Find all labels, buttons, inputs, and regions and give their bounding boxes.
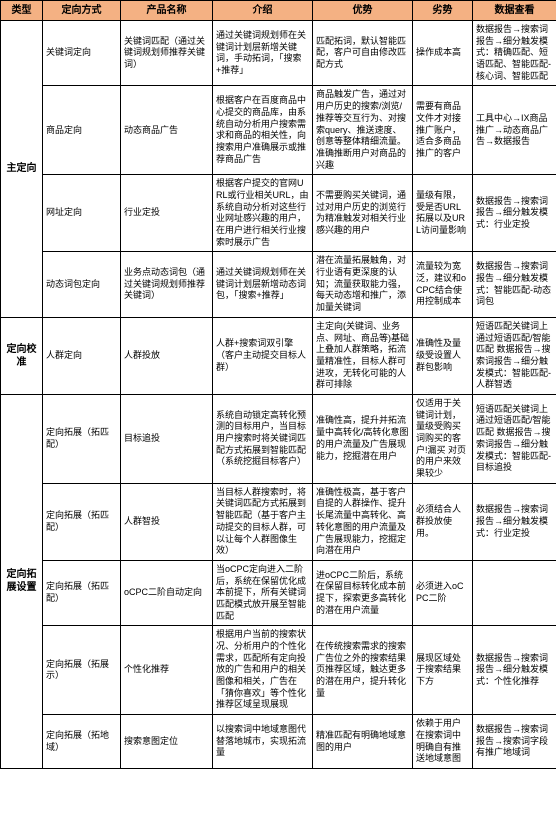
col-dis: 劣势 <box>413 1 473 21</box>
product-cell: 关键词匹配（通过关键词规划师推荐关键词） <box>121 21 213 86</box>
table-row: 定向拓展设置定向拓展（拓匹配）目标追投系统自动锁定高转化预测的目标用户，当目标用… <box>1 394 556 483</box>
product-cell: 目标追投 <box>121 394 213 483</box>
method-cell: 人群定向 <box>43 317 121 394</box>
dis-cell: 需要有商品文件才对接推广账户，适合多商品推广的客户 <box>413 86 473 175</box>
method-cell: 定向拓展（拓地域） <box>43 715 121 769</box>
intro-cell: 通过关键词规划师在关键词计划层新增动态词包，「搜索+推荐」 <box>213 252 313 317</box>
method-cell: 定向拓展（拓展示） <box>43 626 121 715</box>
targeting-options-table: 类型 定向方式 产品名称 介绍 优势 劣势 数据查看 主定向关键词定向关键词匹配… <box>0 0 556 769</box>
intro-cell: 通过关键词规划师在关键词计划层新增关键词，手动拓词，「搜索+推荐」 <box>213 21 313 86</box>
table-row: 定向拓展（拓匹配）oCPC二阶自动定向当oCPC定向进入二阶后，系统在保留优化成… <box>1 560 556 625</box>
header-row: 类型 定向方式 产品名称 介绍 优势 劣势 数据查看 <box>1 1 556 21</box>
intro-cell: 当oCPC定向进入二阶后，系统在保留优化成本前提下，所有关键词匹配模式放开展至智… <box>213 560 313 625</box>
method-cell: 定向拓展（拓匹配） <box>43 483 121 560</box>
method-cell: 定向拓展（拓匹配） <box>43 560 121 625</box>
table-row: 商品定向动态商品广告根据客户在百度商品中心提交的商品库，由系统自动分析用户搜索需… <box>1 86 556 175</box>
adv-cell: 准确性高，提升并拓流量中高转化/高转化意图的用户流量及广告展现能力，挖掘潜在用户 <box>313 394 413 483</box>
table-row: 定向拓展（拓地域）搜索意图定位以搜索词中地域意图代替落地城市，实现拓流量精准匹配… <box>1 715 556 769</box>
adv-cell: 在传统搜索需求的搜索广告位之外的搜索结果页推荐区域，触达更多的潜在用户，提升转化… <box>313 626 413 715</box>
data-cell: 短语匹配关键词上通过短语匹配/智能匹配 数据报告→搜索词报告→细分触发模式：智能… <box>473 317 556 394</box>
product-cell: 搜索意图定位 <box>121 715 213 769</box>
type-cell: 定向拓展设置 <box>1 394 43 768</box>
col-product: 产品名称 <box>121 1 213 21</box>
data-cell: 数据报告→搜索词报告→细分触发模式：个性化推荐 <box>473 626 556 715</box>
table-row: 主定向关键词定向关键词匹配（通过关键词规划师推荐关键词）通过关键词规划师在关键词… <box>1 21 556 86</box>
product-cell: 人群智投 <box>121 483 213 560</box>
adv-cell: 不需要购买关键词，通过对用户历史的浏览行为精准触发对相关行业感兴趣的用户 <box>313 175 413 252</box>
dis-cell: 准确性及量级受设置人群包影响 <box>413 317 473 394</box>
data-cell: 数据报告→搜索词报告→搜索词字段有推广地域词 <box>473 715 556 769</box>
dis-cell: 必须结合人群投放使用。 <box>413 483 473 560</box>
data-cell: 数据报告→搜索词报告→细分触发模式：行业定投 <box>473 175 556 252</box>
method-cell: 关键词定向 <box>43 21 121 86</box>
dis-cell: 展现区域处于搜索结果下方 <box>413 626 473 715</box>
intro-cell: 根据客户在百度商品中心提交的商品库，由系统自动分析用户搜索需求和商品的相关性，向… <box>213 86 313 175</box>
data-cell <box>473 560 556 625</box>
product-cell: 业务点动态词包（通过关键词规划师推荐关键词） <box>121 252 213 317</box>
method-cell: 商品定向 <box>43 86 121 175</box>
type-cell: 主定向 <box>1 21 43 318</box>
type-cell: 定向校准 <box>1 317 43 394</box>
adv-cell: 匹配拓词，默认智能匹配，客户可自由修改匹配方式 <box>313 21 413 86</box>
dis-cell: 仅适用于关键词计划，量级受购买词购买的客户!漏买 对页的用户来效果较少 <box>413 394 473 483</box>
table-row: 定向拓展（拓展示）个性化推荐根据用户当前的搜索状况、分析用户的个性化需求，匹配所… <box>1 626 556 715</box>
intro-cell: 根据客户提交的官网URL或行业相关URL，由系统自动分析对这些行业网址感兴趣的用… <box>213 175 313 252</box>
intro-cell: 根据用户当前的搜索状况、分析用户的个性化需求，匹配所有定向投放的广告和用户的相关… <box>213 626 313 715</box>
col-intro: 介绍 <box>213 1 313 21</box>
intro-cell: 以搜索词中地域意图代替落地城市，实现拓流量 <box>213 715 313 769</box>
method-cell: 定向拓展（拓匹配） <box>43 394 121 483</box>
dis-cell: 必须进入oCPC二阶 <box>413 560 473 625</box>
data-cell: 短语匹配关键词上通过短语匹配/智能匹配 数据报告→搜索词报告→细分触发模式：智能… <box>473 394 556 483</box>
dis-cell: 依赖于用户在搜索词中明确自有推送地域意图 <box>413 715 473 769</box>
col-method: 定向方式 <box>43 1 121 21</box>
method-cell: 动态词包定向 <box>43 252 121 317</box>
intro-cell: 系统自动锁定高转化预测的目标用户，当目标用户搜索时将关键词匹配方式拓展到智能匹配… <box>213 394 313 483</box>
dis-cell: 操作成本高 <box>413 21 473 86</box>
product-cell: 动态商品广告 <box>121 86 213 175</box>
data-cell: 数据报告→搜索词报告→细分触发模式：智能匹配-动态词包 <box>473 252 556 317</box>
dis-cell: 流量较为宽泛，建议和oCPC结合使用控制成本 <box>413 252 473 317</box>
adv-cell: 准确性极高，基于客户自提的人群操作、提升长尾流量中高转化、高转化意图的用户流量及… <box>313 483 413 560</box>
adv-cell: 商品触发广告，通过对用户历史的搜索/浏览/推荐等交互行为、对搜索query、推送… <box>313 86 413 175</box>
col-adv: 优势 <box>313 1 413 21</box>
adv-cell: 精准匹配有明确地域意图的用户 <box>313 715 413 769</box>
table-row: 网址定向行业定投根据客户提交的官网URL或行业相关URL，由系统自动分析对这些行… <box>1 175 556 252</box>
adv-cell: 进oCPC二阶后，系统在保留目标转化成本前提下，探索更多高转化的潜在用户流量 <box>313 560 413 625</box>
col-data: 数据查看 <box>473 1 556 21</box>
adv-cell: 主定向(关键词、业务点、网址、商品等)基础上叠加人群策略，拓流量精准性，目标人群… <box>313 317 413 394</box>
data-cell: 工具中心→IX商品推广→动态商品广告→数据报告 <box>473 86 556 175</box>
table-row: 定向拓展（拓匹配）人群智投当目标人群搜索时，将关键词匹配方式拓展到智能匹配（基于… <box>1 483 556 560</box>
dis-cell: 量级有限，受是否URL拓展以及URL访问量影响 <box>413 175 473 252</box>
product-cell: oCPC二阶自动定向 <box>121 560 213 625</box>
adv-cell: 潜在流量拓展触角，对行业语有更深度的认知；流量获取能力强，每天动态增和推广，添加… <box>313 252 413 317</box>
data-cell: 数据报告→搜索词报告→细分触发模式：行业定投 <box>473 483 556 560</box>
product-cell: 人群投放 <box>121 317 213 394</box>
product-cell: 个性化推荐 <box>121 626 213 715</box>
table-row: 定向校准人群定向人群投放人群+搜索词双引擎（客户主动提交目标人群）主定向(关键词… <box>1 317 556 394</box>
col-type: 类型 <box>1 1 43 21</box>
intro-cell: 当目标人群搜索时，将关键词匹配方式拓展到智能匹配（基于客户主动提交的目标人群，可… <box>213 483 313 560</box>
product-cell: 行业定投 <box>121 175 213 252</box>
table-row: 动态词包定向业务点动态词包（通过关键词规划师推荐关键词）通过关键词规划师在关键词… <box>1 252 556 317</box>
data-cell: 数据报告→搜索词报告→细分触发模式：精确匹配、短语匹配、智能匹配-核心词、智能匹… <box>473 21 556 86</box>
method-cell: 网址定向 <box>43 175 121 252</box>
intro-cell: 人群+搜索词双引擎（客户主动提交目标人群） <box>213 317 313 394</box>
